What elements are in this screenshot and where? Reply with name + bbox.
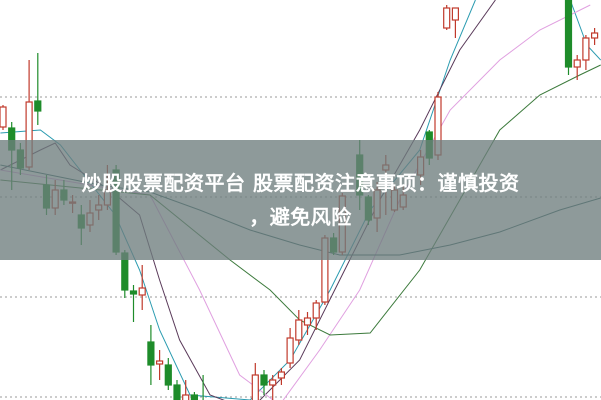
candle-down — [129, 290, 138, 295]
candle-down — [164, 364, 172, 386]
candle-down — [190, 394, 198, 400]
moving-average-line — [0, 4, 591, 400]
candle-up — [582, 37, 590, 61]
moving-average-line — [0, 64, 601, 336]
title-banner — [0, 140, 601, 260]
candle-up — [303, 317, 312, 326]
candle-down — [260, 374, 268, 386]
candle-up — [451, 7, 459, 21]
candle-up — [295, 319, 303, 341]
candle-down — [147, 341, 155, 366]
candle-up — [182, 394, 190, 400]
candle-up — [277, 371, 285, 379]
candle-up — [0, 106, 7, 128]
candle-up — [269, 379, 277, 386]
candle-up — [251, 374, 259, 400]
candle-up — [312, 302, 320, 319]
article-title: 炒股股票配资平台 股票配资注意事项：谨慎投资 ，避免风险 — [0, 166, 601, 234]
title-line-2: ，避免风险 — [249, 205, 352, 229]
candle-up — [138, 287, 146, 296]
candle-up — [286, 337, 294, 364]
candle-up — [573, 59, 581, 68]
title-line-1: 炒股股票配资平台 股票配资注意事项：谨慎投资 — [81, 171, 520, 195]
candle-up — [156, 360, 164, 365]
candle-up — [590, 32, 599, 39]
candle-down — [34, 100, 42, 112]
candle-down — [564, 0, 573, 68]
candle-up — [443, 7, 451, 29]
candle-down — [173, 384, 181, 400]
